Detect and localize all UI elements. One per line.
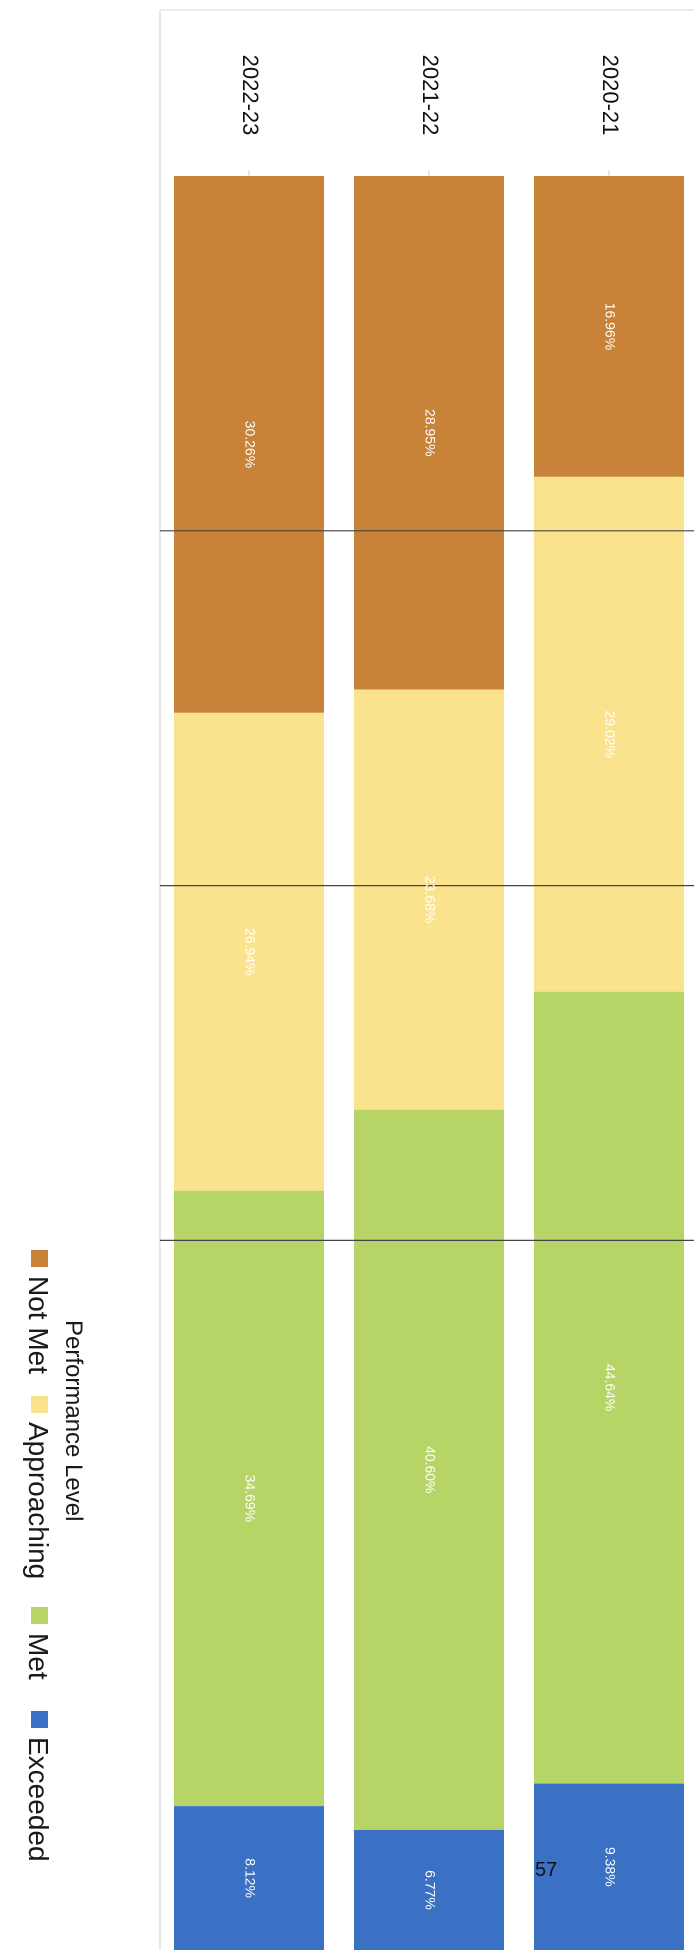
gridlines [160,530,694,1242]
legend-swatch-met [31,1607,48,1624]
data-label-exceeded-2022-23: 8.12% [242,1858,258,1898]
data-label-not-met-2020-21: 16.96% [602,303,618,350]
category-label-2022-23: 2022-23 [238,55,263,136]
page-number: 57 [535,1859,557,1881]
data-label-approaching-2021-22: 23.68% [422,876,438,923]
legend-swatch-exceeded [31,1711,48,1728]
legend-swatch-not-met [31,1250,48,1267]
bar-segment-approaching-2022-23 [174,712,324,1191]
bar-segment-met-2022-23 [174,1190,324,1807]
bar-segment-exceeded-2020-21 [534,1783,684,1950]
data-label-exceeded-2021-22: 6.77% [422,1870,438,1910]
data-label-met-2022-23: 34.69% [242,1475,258,1522]
category-label-2020-21: 2020-21 [598,55,623,136]
legend-label-met: Met [23,1633,54,1680]
data-label-not-met-2022-23: 30.26% [242,421,258,468]
legend-swatch-approaching [31,1396,48,1413]
legend-title: Performance Level [60,1320,87,1521]
category-label-2021-22: 2021-22 [418,55,443,136]
legend-label-approaching: Approaching [23,1422,54,1579]
bar-segment-not-met-2022-23 [174,176,324,713]
bar-segment-met-2020-21 [534,991,684,1784]
legend-label-exceeded: Exceeded [23,1737,54,1862]
data-labels-group: 16.96% 29.02% 44.64% 9.38% 28.95% 23.68% 40.60… [242,303,618,1910]
legend: Performance Level Not Met Approaching Met E… [23,1250,87,1862]
legend-items: Not Met Approaching Met Exceeded [23,1250,54,1862]
bar-segment-approaching-2020-21 [534,476,684,992]
bar-segment-approaching-2021-22 [354,689,504,1110]
category-labels-group: 2020-21 2021-22 2022-23 [238,55,623,176]
data-label-not-met-2021-22: 28.95% [422,409,438,456]
bars-group [174,176,684,1950]
data-label-met-2020-21: 44.64% [602,1364,618,1411]
data-label-approaching-2022-23: 26.94% [242,928,258,975]
legend-label-not-met: Not Met [23,1276,54,1374]
bar-segment-exceeded-2021-22 [354,1829,504,1950]
bar-segment-not-met-2021-22 [354,176,504,690]
data-label-approaching-2020-21: 29.02% [602,711,618,758]
bar-segment-not-met-2020-21 [534,176,684,477]
data-label-met-2021-22: 40.60% [422,1446,438,1493]
data-label-exceeded-2020-21: 9.38% [602,1847,618,1887]
bar-segment-met-2021-22 [354,1109,504,1830]
bar-segment-exceeded-2022-23 [174,1806,324,1950]
